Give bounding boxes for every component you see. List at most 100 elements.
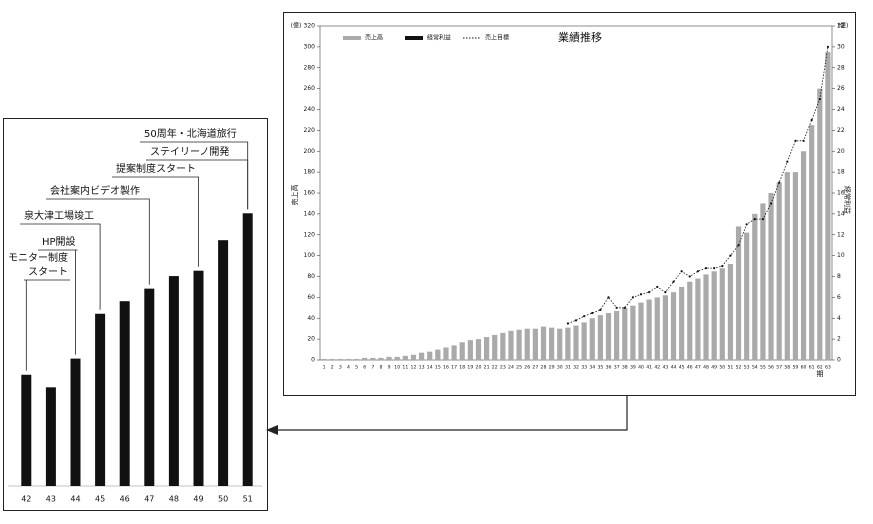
bar: [168, 276, 179, 486]
x-tick-label: 54: [752, 365, 758, 371]
target-point: [680, 270, 683, 273]
target-line: [567, 46, 829, 324]
target-point: [721, 264, 724, 268]
y-tick-label: 0: [311, 357, 315, 364]
y-axis-label: 売上高: [290, 185, 299, 206]
bar: [410, 354, 417, 360]
bar: [809, 125, 815, 360]
x-tick-label: 21: [484, 365, 490, 371]
y-tick-label: 160: [304, 190, 316, 197]
target-point: [818, 97, 821, 101]
x-tick-label: 32: [573, 365, 579, 371]
x-tick-label: 31: [565, 365, 571, 371]
x-tick-label: 40: [638, 365, 644, 371]
bar: [362, 357, 368, 360]
x-axis-label: 期: [817, 370, 824, 378]
bar: [719, 268, 725, 360]
x-tick-label: 63: [825, 365, 831, 371]
bar: [581, 322, 587, 360]
y-tick-label: 220: [304, 127, 316, 134]
x-tick-label: 62: [817, 365, 823, 371]
bar: [370, 357, 376, 360]
x-tick-label: 9: [388, 365, 391, 371]
x-tick-label: 42: [654, 365, 660, 371]
x-tick-label: 50: [218, 495, 228, 504]
bar: [540, 326, 547, 360]
chart-title: 業績推移: [558, 30, 602, 44]
x-tick-label: 49: [193, 495, 203, 504]
bar: [597, 315, 603, 360]
bar: [549, 327, 555, 360]
bar: [654, 297, 660, 360]
bar: [524, 328, 530, 360]
bar: [679, 286, 685, 360]
x-tick-label: 34: [589, 365, 595, 371]
y-tick-label: 200: [304, 148, 316, 155]
target-point: [623, 306, 626, 309]
x-tick-label: 46: [687, 365, 693, 371]
x-tick-label: 19: [467, 365, 473, 371]
x-tick-label: 38: [622, 365, 628, 371]
bar: [337, 358, 343, 360]
x-tick-label: 12: [411, 365, 417, 371]
target-point: [631, 296, 634, 299]
x-tick-label: 43: [662, 365, 668, 371]
bar: [484, 337, 490, 360]
arrow-head: [266, 425, 278, 435]
leader-line: [24, 279, 70, 371]
y2-tick-label: 12: [837, 231, 845, 238]
annotation: スタート: [28, 266, 68, 278]
bar: [589, 318, 595, 360]
x-tick-label: 51: [727, 365, 733, 371]
x-tick-label: 52: [736, 365, 742, 371]
leader-line: [140, 141, 249, 210]
bar: [703, 274, 709, 360]
bar: [475, 339, 482, 360]
arrow-line: [276, 395, 628, 431]
target-point: [802, 139, 805, 142]
bar: [800, 151, 807, 360]
target-point: [729, 254, 732, 257]
y2-tick-label: 20: [837, 148, 845, 155]
x-tick-label: 13: [419, 365, 425, 371]
y-tick-label: 20: [307, 336, 315, 343]
bar: [508, 330, 514, 360]
target-point: [786, 160, 789, 163]
bar: [500, 332, 506, 360]
x-tick-label: 58: [784, 365, 790, 371]
y-tick-label: 100: [304, 252, 316, 259]
y2-tick-label: 22: [837, 127, 845, 134]
target-point: [574, 319, 578, 322]
target-point: [794, 139, 797, 142]
x-tick-label: 39: [630, 365, 636, 371]
target-point: [583, 315, 586, 318]
leader-line: [112, 176, 199, 267]
bar: [622, 307, 628, 360]
annotation: ステイリーノ開発: [150, 145, 229, 158]
bar: [768, 193, 774, 360]
target-point: [753, 217, 756, 221]
y2-tick-label: 32: [837, 23, 845, 30]
bar: [670, 292, 677, 360]
target-point: [639, 293, 643, 296]
x-tick-label: 46: [120, 495, 130, 504]
target-point: [810, 118, 813, 122]
x-tick-label: 2: [331, 365, 334, 371]
x-tick-label: 10: [394, 365, 400, 371]
x-tick-label: 43: [46, 495, 56, 504]
y2-tick-label: 28: [837, 64, 845, 71]
annotation: モニター制度: [8, 251, 68, 264]
x-tick-label: 35: [597, 365, 603, 371]
target-point: [704, 267, 708, 270]
y2-unit: (億): [838, 22, 849, 30]
x-tick-label: 55: [760, 365, 766, 371]
legend-label: 売上目標: [485, 34, 509, 42]
target-point: [672, 280, 675, 283]
x-tick-label: 11: [402, 365, 408, 371]
bar: [573, 325, 579, 360]
bar: [825, 52, 831, 360]
y2-tick-label: 0: [837, 357, 841, 364]
x-tick-label: 61: [809, 365, 815, 371]
bar: [119, 301, 130, 486]
y2-tick-label: 10: [837, 252, 845, 259]
